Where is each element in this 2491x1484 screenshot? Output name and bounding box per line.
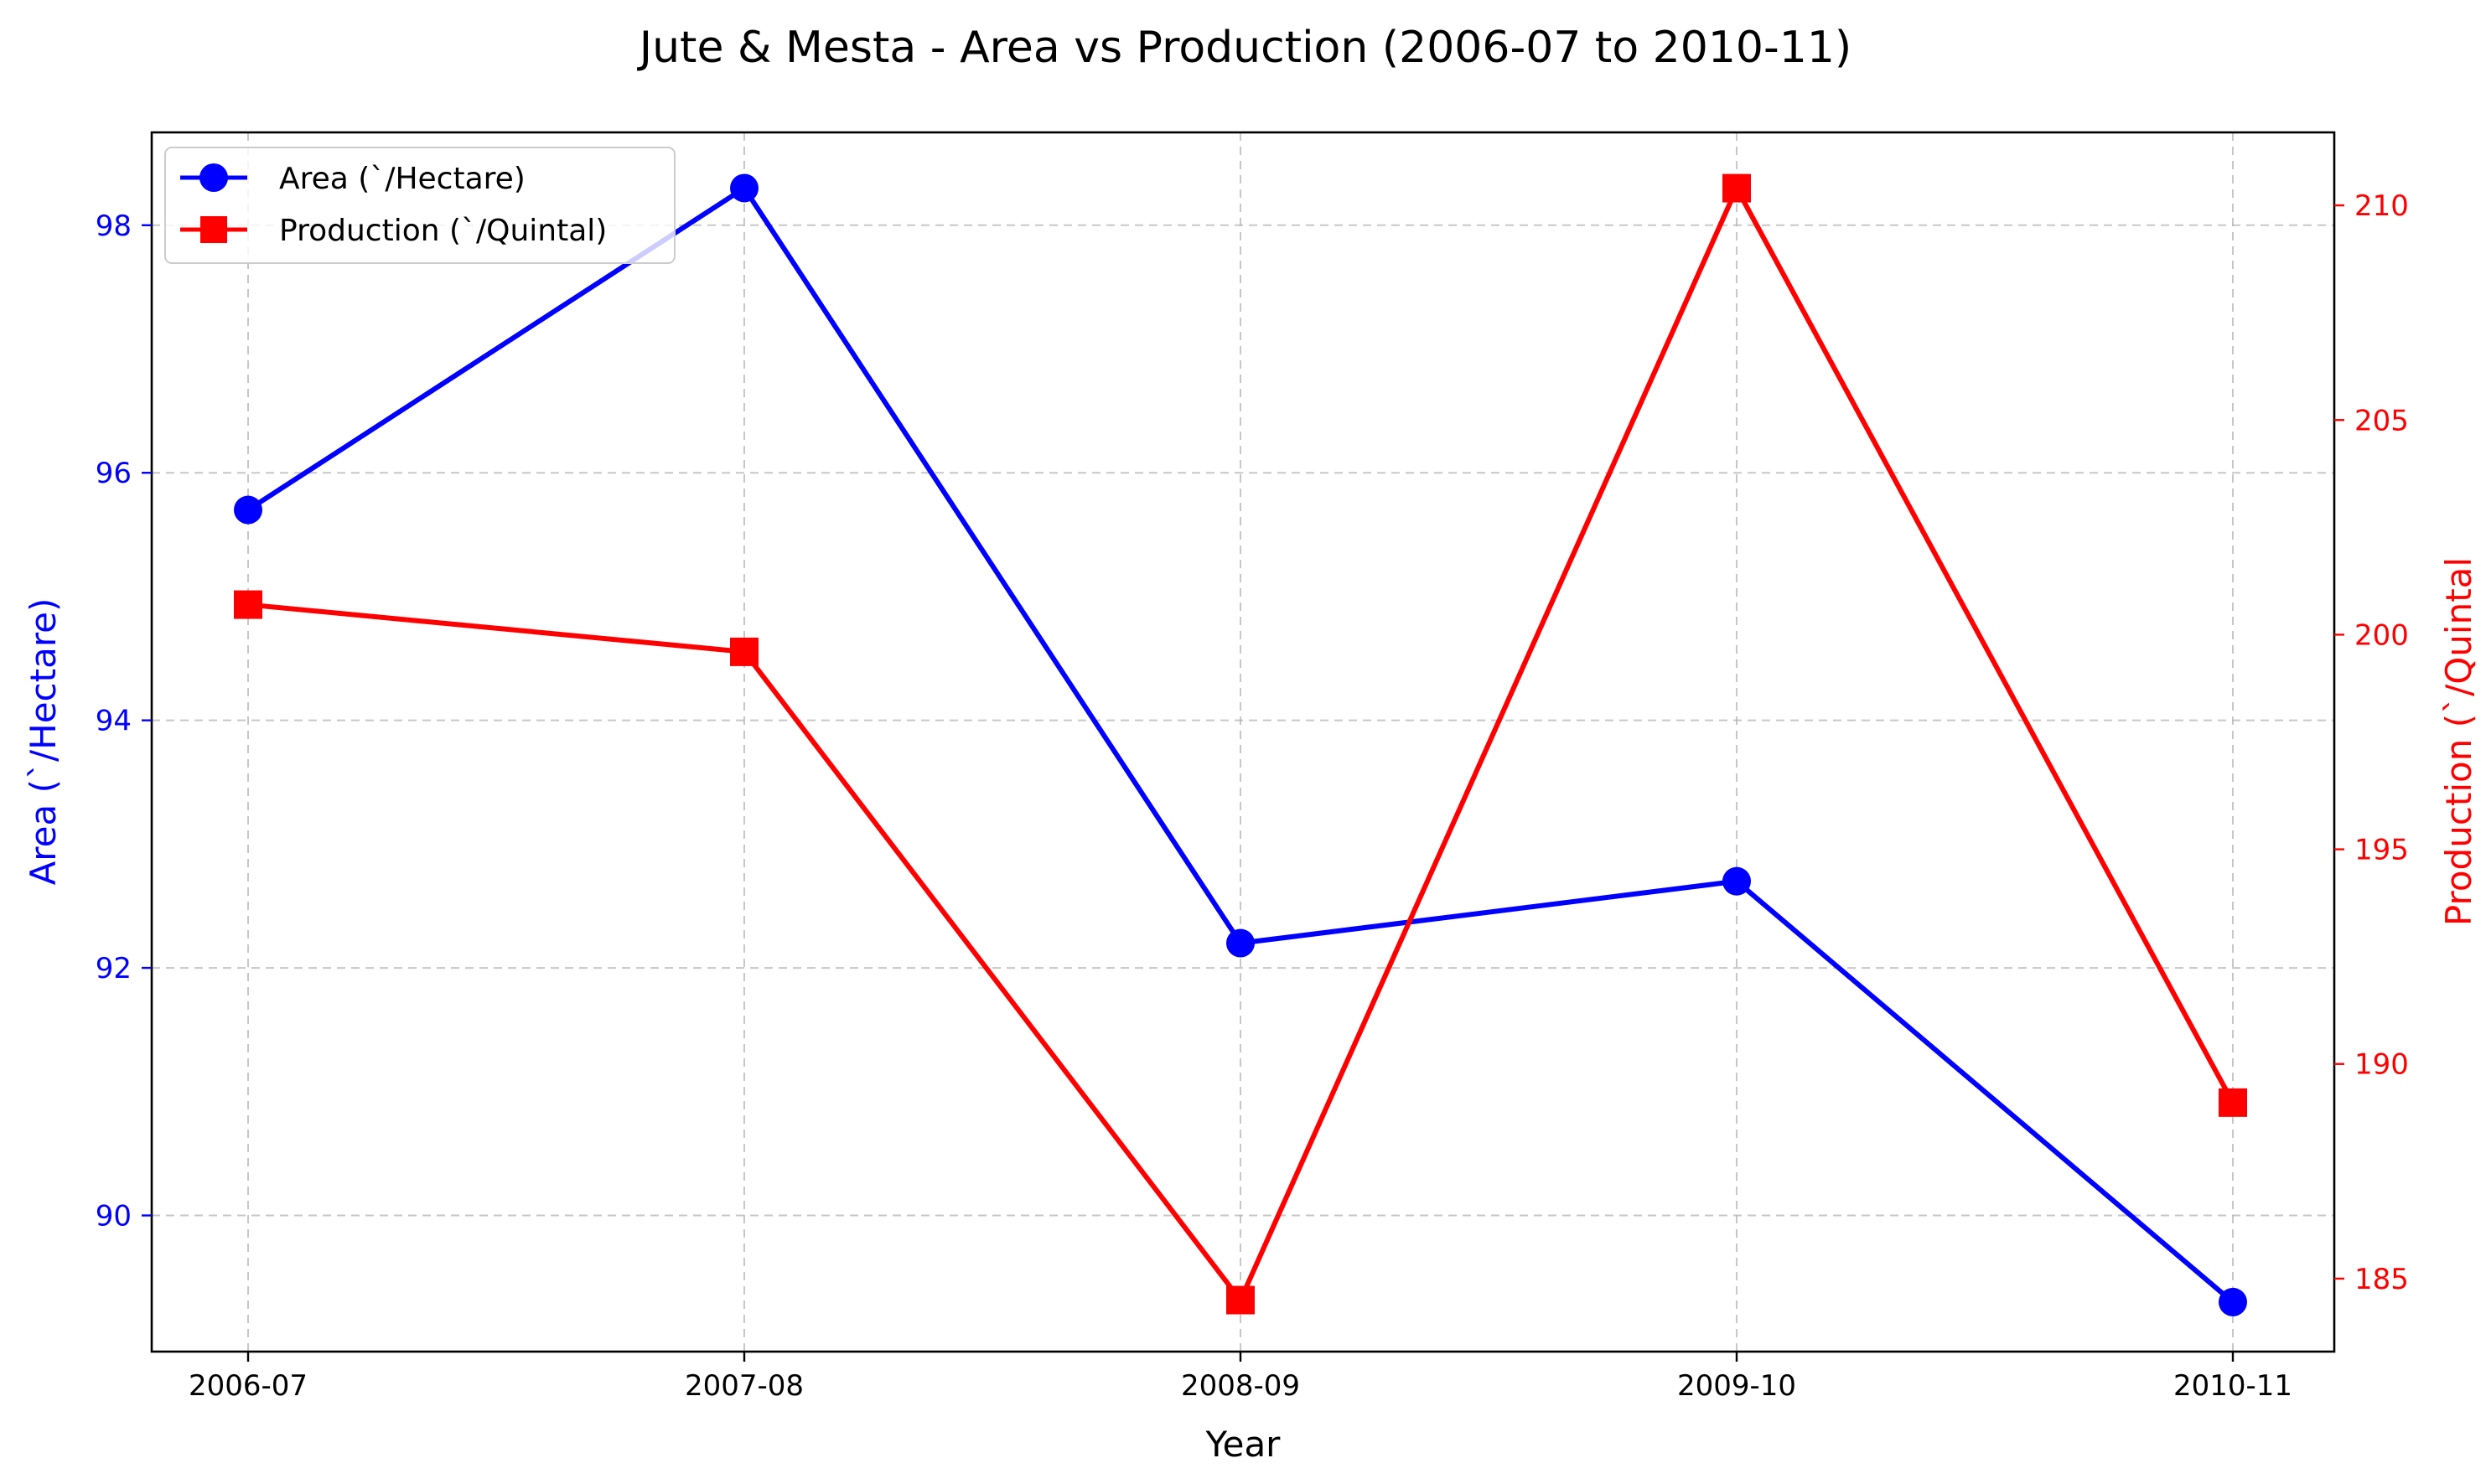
legend-label-production: Production (`/Quintal) [279, 214, 607, 248]
legend-box [164, 147, 676, 264]
data-point-square [234, 590, 262, 619]
y-axis-left-label: Area (`/Hectare) [23, 598, 64, 886]
series-layer [234, 173, 2247, 1316]
legend-label-area: Area (`/Hectare) [279, 162, 526, 196]
data-point-circle [1226, 928, 1255, 958]
data-point-circle [2219, 1287, 2247, 1316]
x-tick-label: 2008-09 [1181, 1369, 1300, 1403]
x-tick-label: 2010-11 [2173, 1369, 2292, 1403]
data-point-square [1226, 1285, 1255, 1315]
legend-marker-production [200, 216, 227, 243]
y-left-tick-label: 96 [96, 457, 132, 490]
data-point-square [730, 637, 759, 666]
x-tick-label: 2006-07 [189, 1369, 308, 1403]
plot-frame [150, 131, 2336, 1353]
x-tick-label: 2007-08 [685, 1369, 804, 1403]
y-axis-right-label: Production (`/Quintal [2438, 557, 2479, 926]
data-point-circle [730, 173, 759, 203]
chart-title: Jute & Mesta - Area vs Production (2006-… [637, 23, 1851, 73]
data-point-circle [1722, 866, 1751, 896]
y-right-tick-label: 205 [2354, 404, 2409, 437]
y-right-tick-label: 185 [2354, 1263, 2409, 1296]
y-right-tick-label: 195 [2354, 834, 2409, 867]
data-point-circle [234, 495, 262, 525]
data-point-square [2219, 1088, 2247, 1117]
x-tick-label: 2009-10 [1677, 1369, 1796, 1403]
y-right-tick-label: 190 [2354, 1048, 2409, 1082]
y-left-tick-label: 92 [96, 952, 132, 985]
x-axis-label: Year [1205, 1424, 1282, 1465]
y-left-tick-label: 98 [96, 209, 132, 243]
y-right-tick-label: 200 [2354, 618, 2409, 652]
ticks-layer: 2006-07 2007-08 2008-09 2009-10 2010-11 90 92 9… [96, 189, 2409, 1403]
legend-marker-area [199, 163, 228, 192]
grid-layer [152, 132, 2334, 1352]
y-right-tick-label: 210 [2354, 189, 2409, 223]
y-left-tick-label: 90 [96, 1200, 132, 1233]
data-point-square [1722, 173, 1751, 203]
y-left-tick-label: 94 [96, 705, 132, 738]
legend: Area (`/Hectare) Production (`/Quintal) [164, 147, 676, 264]
